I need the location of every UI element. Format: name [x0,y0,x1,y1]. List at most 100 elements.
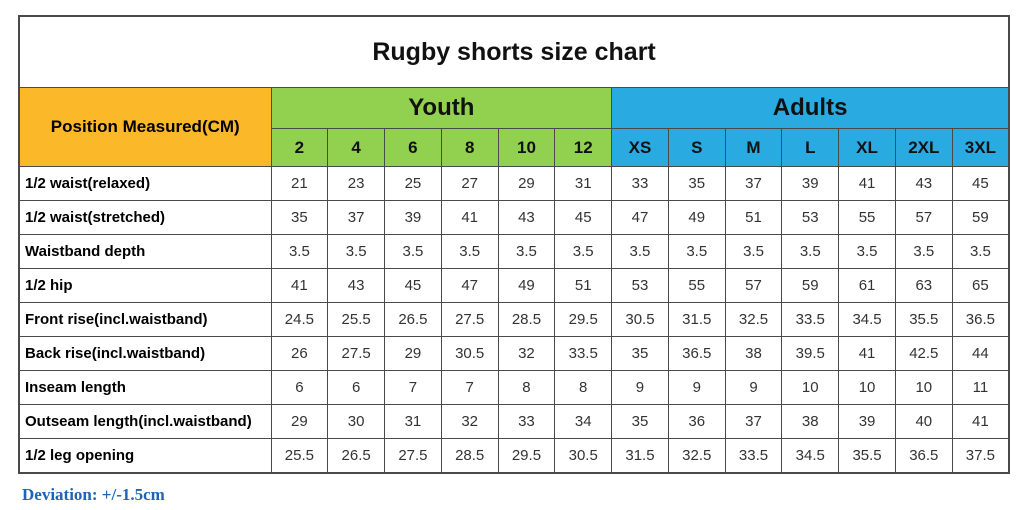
value-cell: 36.5 [951,302,1010,337]
value-cell: 41 [838,336,896,371]
value-cell: 7 [440,370,499,405]
value-cell: 26.5 [327,438,386,473]
value-cell: 3.5 [270,234,329,269]
value-cell: 3.5 [781,234,840,269]
value-cell: 37 [327,200,386,235]
value-cell: 10 [894,370,953,405]
row-label: 1/2 hip [18,268,272,303]
value-cell: 3.5 [384,234,442,269]
value-cell: 3.5 [440,234,499,269]
size-header-xl: XL [838,128,896,167]
value-cell: 29.5 [497,438,556,473]
group-header-row: Position Measured(CM) Youth Adults [18,87,1010,167]
row-label: Outseam length(incl.waistband) [18,404,272,439]
table-row: 1/2 leg opening 25.5 26.5 27.5 28.5 29.5 30.5 3… [18,438,1010,473]
size-header-2: 2 [270,128,329,167]
value-cell: 39 [384,200,442,235]
value-cell: 7 [384,370,442,405]
value-cell: 51 [554,268,613,303]
value-cell: 65 [951,268,1010,303]
value-cell: 51 [724,200,783,235]
group-header-adults: Adults [611,87,1010,129]
value-cell: 33 [497,404,556,439]
value-cell: 6 [270,370,329,405]
deviation-note: Deviation: +/-1.5cm [22,485,165,504]
value-cell: 42.5 [894,336,953,371]
value-cell: 30 [327,404,386,439]
row-label: Inseam length [18,370,272,405]
size-header-4: 4 [327,128,386,167]
value-cell: 41 [951,404,1010,439]
value-cell: 32.5 [724,302,783,337]
value-cell: 37 [724,166,783,201]
value-cell: 31 [554,166,613,201]
value-cell: 45 [554,200,613,235]
row-label: 1/2 waist(relaxed) [18,166,272,201]
row-label: Back rise(incl.waistband) [18,336,272,371]
value-cell: 36.5 [667,336,726,371]
value-cell: 9 [667,370,726,405]
value-cell: 40 [894,404,953,439]
value-cell: 38 [724,336,783,371]
value-cell: 33.5 [781,302,840,337]
value-cell: 32 [440,404,499,439]
row-label: Front rise(incl.waistband) [18,302,272,337]
value-cell: 33.5 [554,336,613,371]
value-cell: 31.5 [667,302,726,337]
value-cell: 25.5 [327,302,386,337]
value-cell: 29 [270,404,329,439]
value-cell: 27.5 [327,336,386,371]
value-cell: 36 [667,404,726,439]
size-header-xs: XS [611,128,669,167]
value-cell: 44 [951,336,1010,371]
value-cell: 35 [270,200,329,235]
value-cell: 8 [554,370,613,405]
value-cell: 3.5 [327,234,386,269]
value-cell: 45 [384,268,442,303]
value-cell: 3.5 [667,234,726,269]
value-cell: 63 [894,268,953,303]
value-cell: 35 [611,404,669,439]
row-label: 1/2 waist(stretched) [18,200,272,235]
value-cell: 26.5 [384,302,442,337]
value-cell: 33 [611,166,669,201]
value-cell: 34 [554,404,613,439]
title-row: Rugby shorts size chart [18,15,1010,88]
table-row: Inseam length 6 6 7 7 8 8 9 9 9 10 10 10 11 [18,370,1010,405]
value-cell: 47 [440,268,499,303]
row-label: Waistband depth [18,234,272,269]
value-cell: 3.5 [894,234,953,269]
table-row: 1/2 waist(stretched) 35 37 39 41 43 45 47 49 51 53… [18,200,1010,235]
value-cell: 3.5 [838,234,896,269]
value-cell: 31.5 [611,438,669,473]
value-cell: 25.5 [270,438,329,473]
value-cell: 35 [611,336,669,371]
value-cell: 10 [838,370,896,405]
value-cell: 23 [327,166,386,201]
value-cell: 49 [497,268,556,303]
value-cell: 3.5 [611,234,669,269]
value-cell: 30.5 [440,336,499,371]
page-title: Rugby shorts size chart [18,15,1010,88]
value-cell: 53 [781,200,840,235]
value-cell: 29 [384,336,442,371]
value-cell: 31 [384,404,442,439]
value-cell: 34.5 [838,302,896,337]
value-cell: 28.5 [440,438,499,473]
value-cell: 61 [838,268,896,303]
value-cell: 47 [611,200,669,235]
value-cell: 53 [611,268,669,303]
value-cell: 10 [781,370,840,405]
table-row: 1/2 waist(relaxed) 21 23 25 27 29 31 33 35 37 39 41… [18,166,1010,201]
value-cell: 3.5 [554,234,613,269]
value-cell: 41 [838,166,896,201]
value-cell: 9 [724,370,783,405]
value-cell: 43 [497,200,556,235]
value-cell: 24.5 [270,302,329,337]
value-cell: 37.5 [951,438,1010,473]
size-header-6: 6 [384,128,442,167]
value-cell: 8 [497,370,556,405]
value-cell: 34.5 [781,438,840,473]
value-cell: 32.5 [667,438,726,473]
value-cell: 29 [497,166,556,201]
